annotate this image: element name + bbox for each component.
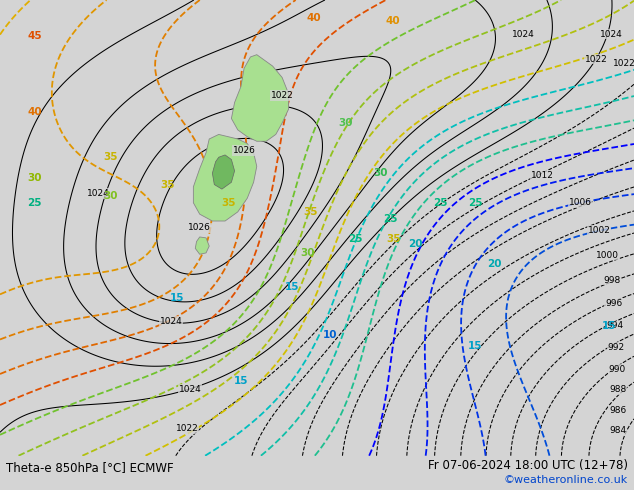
Text: 35: 35 (304, 207, 318, 217)
Text: 20: 20 (488, 259, 501, 270)
Text: 1022: 1022 (585, 55, 607, 64)
Text: 1006: 1006 (569, 198, 592, 207)
Text: 30: 30 (373, 168, 387, 178)
Polygon shape (231, 55, 288, 141)
Text: 40: 40 (27, 107, 42, 117)
Text: 1022: 1022 (271, 91, 294, 100)
Text: 990: 990 (608, 365, 626, 373)
Text: 1024: 1024 (600, 30, 623, 39)
Text: 1024: 1024 (512, 30, 534, 39)
Text: 35: 35 (161, 179, 175, 190)
Text: 25: 25 (469, 198, 482, 208)
Text: 1000: 1000 (596, 251, 619, 260)
Text: 988: 988 (609, 385, 626, 394)
Text: 1024: 1024 (87, 189, 110, 198)
Text: Fr 07-06-2024 18:00 UTC (12+78): Fr 07-06-2024 18:00 UTC (12+78) (428, 459, 628, 472)
Text: 15: 15 (171, 294, 184, 303)
Text: 1026: 1026 (188, 223, 211, 232)
Text: 996: 996 (605, 298, 623, 308)
Text: 15: 15 (285, 282, 299, 292)
Text: 30: 30 (339, 118, 353, 128)
Text: 25: 25 (383, 214, 397, 224)
Text: 45: 45 (27, 31, 42, 42)
Polygon shape (193, 134, 257, 221)
Text: 25: 25 (28, 198, 42, 208)
Text: 30: 30 (104, 191, 118, 201)
Text: 994: 994 (606, 321, 624, 330)
Text: 15: 15 (469, 342, 482, 351)
Text: 1022: 1022 (613, 59, 634, 68)
Text: 35: 35 (221, 198, 235, 208)
Polygon shape (195, 237, 209, 254)
Text: 15: 15 (602, 321, 616, 331)
Text: Theta-e 850hPa [°C] ECMWF: Theta-e 850hPa [°C] ECMWF (6, 462, 174, 474)
Text: ©weatheronline.co.uk: ©weatheronline.co.uk (503, 475, 628, 485)
Text: 15: 15 (234, 375, 248, 386)
Text: 25: 25 (348, 234, 362, 244)
Text: 35: 35 (104, 152, 118, 162)
Text: 40: 40 (306, 13, 321, 23)
Text: 10: 10 (323, 330, 337, 340)
Text: 30: 30 (28, 172, 42, 183)
Text: 986: 986 (609, 406, 626, 415)
Text: 25: 25 (434, 198, 448, 208)
Text: 1022: 1022 (176, 424, 198, 433)
Text: 1024: 1024 (179, 385, 202, 394)
Text: 1024: 1024 (160, 317, 183, 326)
Text: 40: 40 (385, 16, 401, 25)
Text: 20: 20 (408, 239, 422, 249)
Text: 35: 35 (386, 234, 400, 244)
Text: 984: 984 (609, 426, 626, 435)
Polygon shape (212, 155, 235, 189)
Text: 30: 30 (301, 248, 314, 258)
Text: 1002: 1002 (588, 225, 611, 235)
Text: 1026: 1026 (233, 146, 256, 155)
Text: 992: 992 (607, 343, 625, 352)
Text: 1012: 1012 (531, 171, 553, 180)
Text: 998: 998 (603, 276, 621, 285)
